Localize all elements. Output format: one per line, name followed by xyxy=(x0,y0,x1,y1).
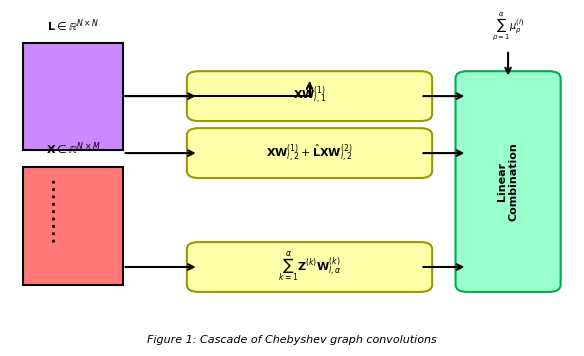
Text: Figure 1: Cascade of Chebyshev graph convolutions: Figure 1: Cascade of Chebyshev graph con… xyxy=(147,335,437,345)
FancyBboxPatch shape xyxy=(23,43,123,150)
FancyBboxPatch shape xyxy=(23,167,123,285)
Text: $\mathbf{XW}^{(1)}_{l,1}$: $\mathbf{XW}^{(1)}_{l,1}$ xyxy=(293,85,326,107)
FancyBboxPatch shape xyxy=(187,128,432,178)
FancyBboxPatch shape xyxy=(187,242,432,292)
Text: $\mathbf{XW}^{(1)}_{l,2}+\hat{\mathbf{L}}\mathbf{XW}^{(2)}_{l,2}$: $\mathbf{XW}^{(1)}_{l,2}+\hat{\mathbf{L}… xyxy=(266,143,353,163)
Text: $\sum^{\alpha}_{\rho=1}\mu^{(l)}_{\rho}$: $\sum^{\alpha}_{\rho=1}\mu^{(l)}_{\rho}$ xyxy=(492,11,524,43)
FancyBboxPatch shape xyxy=(456,71,561,292)
Text: $\sum^{\alpha}_{k=1}\mathbf{Z}^{(k)}\mathbf{W}^{(k)}_{l,\alpha}$: $\sum^{\alpha}_{k=1}\mathbf{Z}^{(k)}\mat… xyxy=(278,250,341,284)
Text: $\mathbf{L}\in\mathbb{R}^{N\times N}$: $\mathbf{L}\in\mathbb{R}^{N\times N}$ xyxy=(47,17,99,34)
Text: $\mathbf{X}\in\mathbb{R}^{N\times M}$: $\mathbf{X}\in\mathbb{R}^{N\times M}$ xyxy=(46,140,100,157)
Text: Linear
Combination: Linear Combination xyxy=(498,142,519,221)
FancyBboxPatch shape xyxy=(187,71,432,121)
